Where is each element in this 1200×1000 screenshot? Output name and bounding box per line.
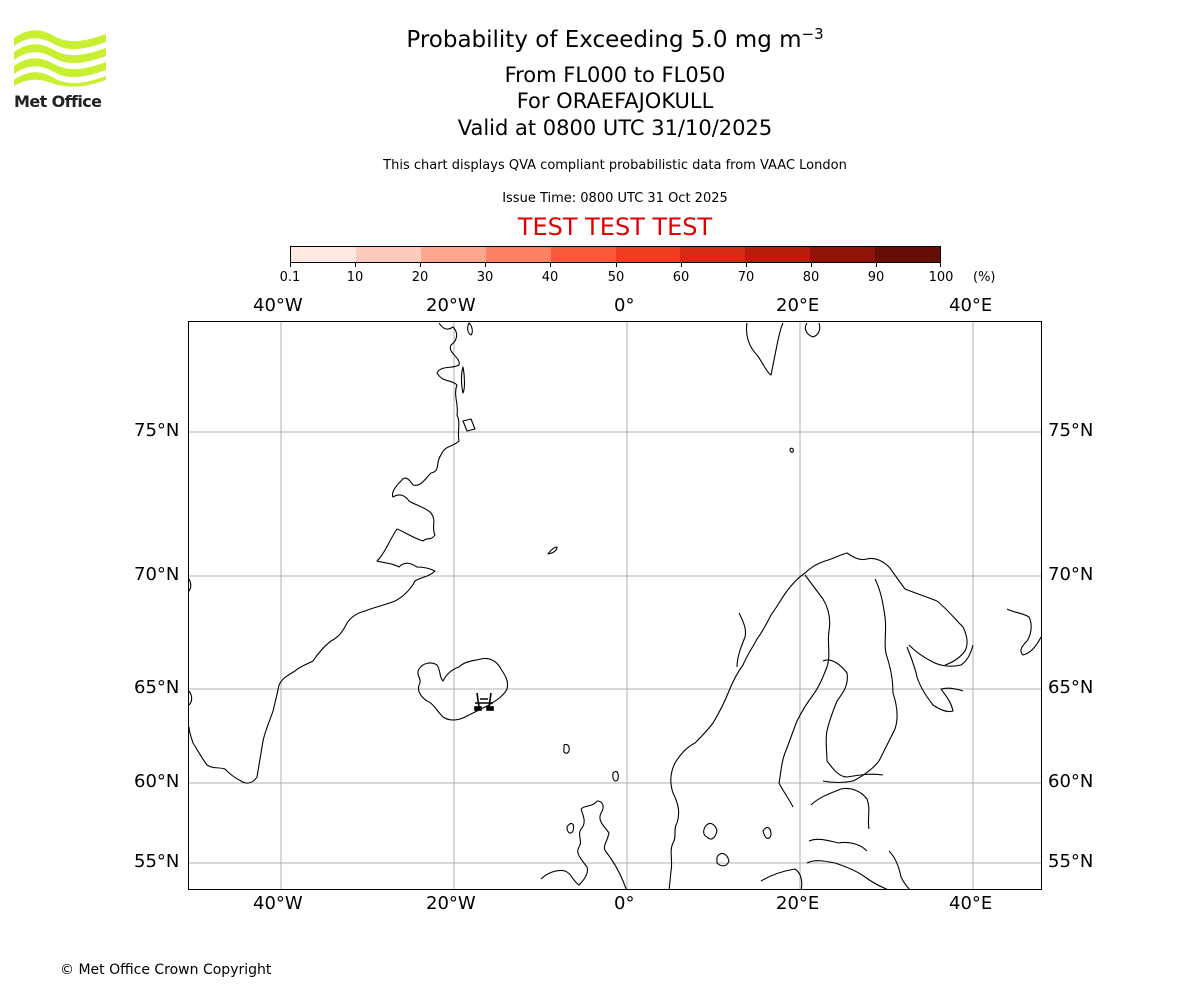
probability-colorbar [290,246,941,263]
colorbar-segment [615,247,681,262]
colorbar-tick [355,263,356,267]
graticule [189,322,1041,889]
colorbar-tick [940,263,941,267]
lon-label-bottom-40e: 40°E [949,893,993,914]
level-range: From FL000 to FL050 [504,63,726,87]
colorbar-tick [485,263,486,267]
title-text: Probability of Exceeding 5.0 mg m [406,27,802,53]
colorbar-tick-label: 40 [541,270,559,285]
colorbar-segment [875,247,941,262]
lat-label-left-75n: 75°N [134,420,180,441]
test-banner: TEST TEST TEST [517,213,713,241]
colorbar-unit: (%) [973,270,996,285]
uk-coast [540,800,627,889]
chart-description: This chart displays QVA compliant probab… [383,158,847,173]
colorbar-tick-label: 80 [802,270,820,285]
logo-text: Met Office [14,92,102,111]
svalbard-coast [745,322,784,376]
map-panel[interactable] [188,321,1042,890]
lat-label-right-60n: 60°N [1048,771,1094,792]
colorbar-tick [616,263,617,267]
issue-time: Issue Time: 0800 UTC 31 Oct 2025 [502,191,728,206]
colorbar-tick-label: 60 [672,270,690,285]
colorbar-segment [420,247,486,262]
met-office-waves-icon [14,30,106,87]
copyright-footer: © Met Office Crown Copyright [60,962,272,978]
colorbar-tick [876,263,877,267]
colorbar-tick-label: 70 [737,270,755,285]
iceland-coast [417,657,509,721]
colorbar-segment [485,247,551,262]
lon-label-bottom-20w: 20°W [426,893,476,914]
lat-label-right-55n: 55°N [1048,851,1094,872]
lat-label-right-75n: 75°N [1048,420,1094,441]
colorbar-segment [745,247,811,262]
lat-label-right-70n: 70°N [1048,564,1094,585]
colorbar-tick-label: 90 [867,270,885,285]
colorbar-segment [680,247,746,262]
lat-label-left-70n: 70°N [134,564,180,585]
colorbar-tick [746,263,747,267]
colorbar-segment [550,247,616,262]
lat-label-left-65n: 65°N [134,677,180,698]
lon-label-top-20w: 20°W [426,295,476,316]
lon-label-bottom-40w: 40°W [253,893,303,914]
colorbar-tick [681,263,682,267]
colorbar-tick [550,263,551,267]
colorbar-tick [420,263,421,267]
met-office-logo: Met Office [14,30,109,112]
colorbar-tick-label: 10 [346,270,364,285]
greenland-coast [189,322,460,784]
lon-label-top-40e: 40°E [949,295,993,316]
valid-time: Valid at 0800 UTC 31/10/2025 [457,116,773,140]
map-canvas [189,322,1041,889]
chart-title: Probability of Exceeding 5.0 mg m−3 [0,25,1200,53]
lon-label-bottom-20e: 20°E [776,893,820,914]
volcano-name: For ORAEFAJOKULL [516,89,714,113]
lat-label-left-55n: 55°N [134,851,180,872]
scandinavia-coast [668,552,968,889]
lon-label-top-40w: 40°W [253,295,303,316]
colorbar-tick-label: 100 [928,270,954,285]
lon-label-top-20e: 20°E [776,295,820,316]
lat-label-left-60n: 60°N [134,771,180,792]
colorbar-tick-label: 50 [607,270,625,285]
colorbar-segment [291,247,356,262]
colorbar-segment [355,247,421,262]
coastlines [189,322,1041,889]
colorbar-tick [290,263,291,267]
colorbar-tick-label: 0.1 [279,270,301,285]
lon-label-top-0: 0° [614,295,635,316]
colorbar-tick [811,263,812,267]
colorbar-tick-label: 30 [476,270,494,285]
title-superscript: −3 [801,25,824,43]
colorbar-tick-label: 20 [411,270,429,285]
volcano-marker-icon [474,692,494,711]
colorbar-segment [810,247,876,262]
lon-label-bottom-0: 0° [614,893,635,914]
lat-label-right-65n: 65°N [1048,677,1094,698]
